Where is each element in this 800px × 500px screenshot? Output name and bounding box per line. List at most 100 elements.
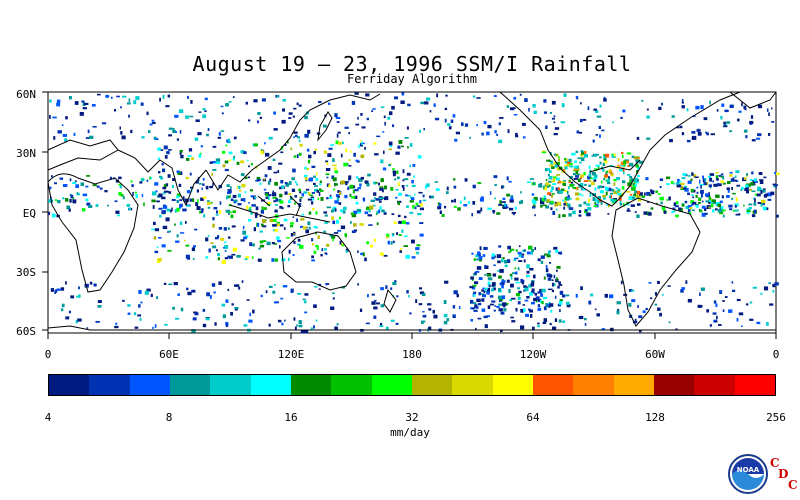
rain-cell [476,258,479,261]
rain-cell [668,196,671,201]
rain-cell [479,246,482,251]
rain-cell [267,195,270,200]
rain-cell [526,296,530,299]
rain-cell [351,100,356,105]
rain-cell [623,202,625,207]
rain-cell [294,326,297,331]
rain-cell [469,286,474,289]
rain-cell [231,253,236,256]
rain-cell [644,192,646,196]
rain-cell [603,196,606,200]
rain-cell [380,304,385,308]
rain-cell [231,225,236,228]
rain-cell [374,153,379,156]
rain-cell [150,177,153,180]
rain-cell [544,253,549,256]
rain-cell [314,286,318,288]
rain-cell [602,194,606,198]
rain-cell [99,187,103,190]
rain-cell [760,203,763,207]
rain-cell [475,254,479,258]
rain-cell [309,194,313,196]
rain-cell [551,100,556,105]
rain-cell [172,306,175,310]
rain-cell [510,248,515,251]
rain-cell [419,291,425,295]
rain-cell [209,185,213,189]
rain-cell [575,95,579,99]
rain-cell [336,323,339,326]
rain-cell [311,192,315,194]
rain-cell [729,130,733,133]
rain-cell [541,300,544,305]
rain-cell [253,227,256,232]
rain-cell [514,277,519,281]
rain-cell [371,110,374,112]
rain-cell [263,188,267,191]
rain-cell [359,308,363,312]
rain-cell [546,254,551,258]
rain-cell [476,266,482,270]
rain-cell [229,186,232,189]
rain-cell [529,178,535,180]
rain-cell [298,202,302,207]
rain-cell [493,309,496,312]
coast-nz [383,288,397,313]
rain-cell [364,180,369,184]
rain-cell [520,308,524,313]
rain-cell [176,138,179,141]
rain-cell [274,243,277,245]
rain-cell [358,144,360,149]
rain-cell [283,218,288,222]
rain-cell [533,297,537,302]
rain-cell [444,118,447,123]
rain-cell [434,117,440,121]
rain-cell [352,185,356,189]
rain-cell [48,211,51,216]
rain-cell [473,294,476,297]
rain-cell [345,250,348,253]
rain-cell [316,246,319,250]
rain-cell [627,164,630,167]
rain-cell [376,210,379,214]
rain-cell [506,279,510,283]
rain-cell [290,222,294,225]
rain-cell [151,119,155,122]
rain-cell [522,281,524,285]
rain-cell [594,308,597,311]
rain-cell [97,305,102,308]
rain-cell [453,185,457,189]
rain-cell [353,152,356,157]
rain-cell [342,141,344,145]
rain-cell [293,107,297,110]
rain-cell [545,168,548,172]
rain-cell [749,301,753,304]
rain-cell [578,210,582,213]
rain-cell [673,202,677,207]
rain-cell [515,271,518,275]
rain-cell [508,180,512,183]
rain-cell [454,198,456,203]
rain-cell [564,197,567,201]
rain-cell [250,163,253,166]
rain-cell [487,207,492,210]
rain-cell [399,250,402,253]
rain-cell [146,288,151,292]
rain-cell [728,204,733,208]
rain-cell [543,111,547,114]
rain-cell [502,302,507,307]
rain-cell [699,209,703,213]
rain-cell [611,200,616,203]
rain-cell [237,203,242,206]
rain-cell [401,92,404,95]
rain-cell [546,168,551,171]
rain-cell [732,209,736,212]
rain-cell [157,157,160,160]
rain-cell [334,326,338,330]
rain-cell [328,102,331,105]
coast-north-america [499,91,741,207]
rain-cell [332,207,335,212]
rain-cell [311,198,315,201]
rain-cell [385,285,388,289]
rain-cell [566,304,571,308]
